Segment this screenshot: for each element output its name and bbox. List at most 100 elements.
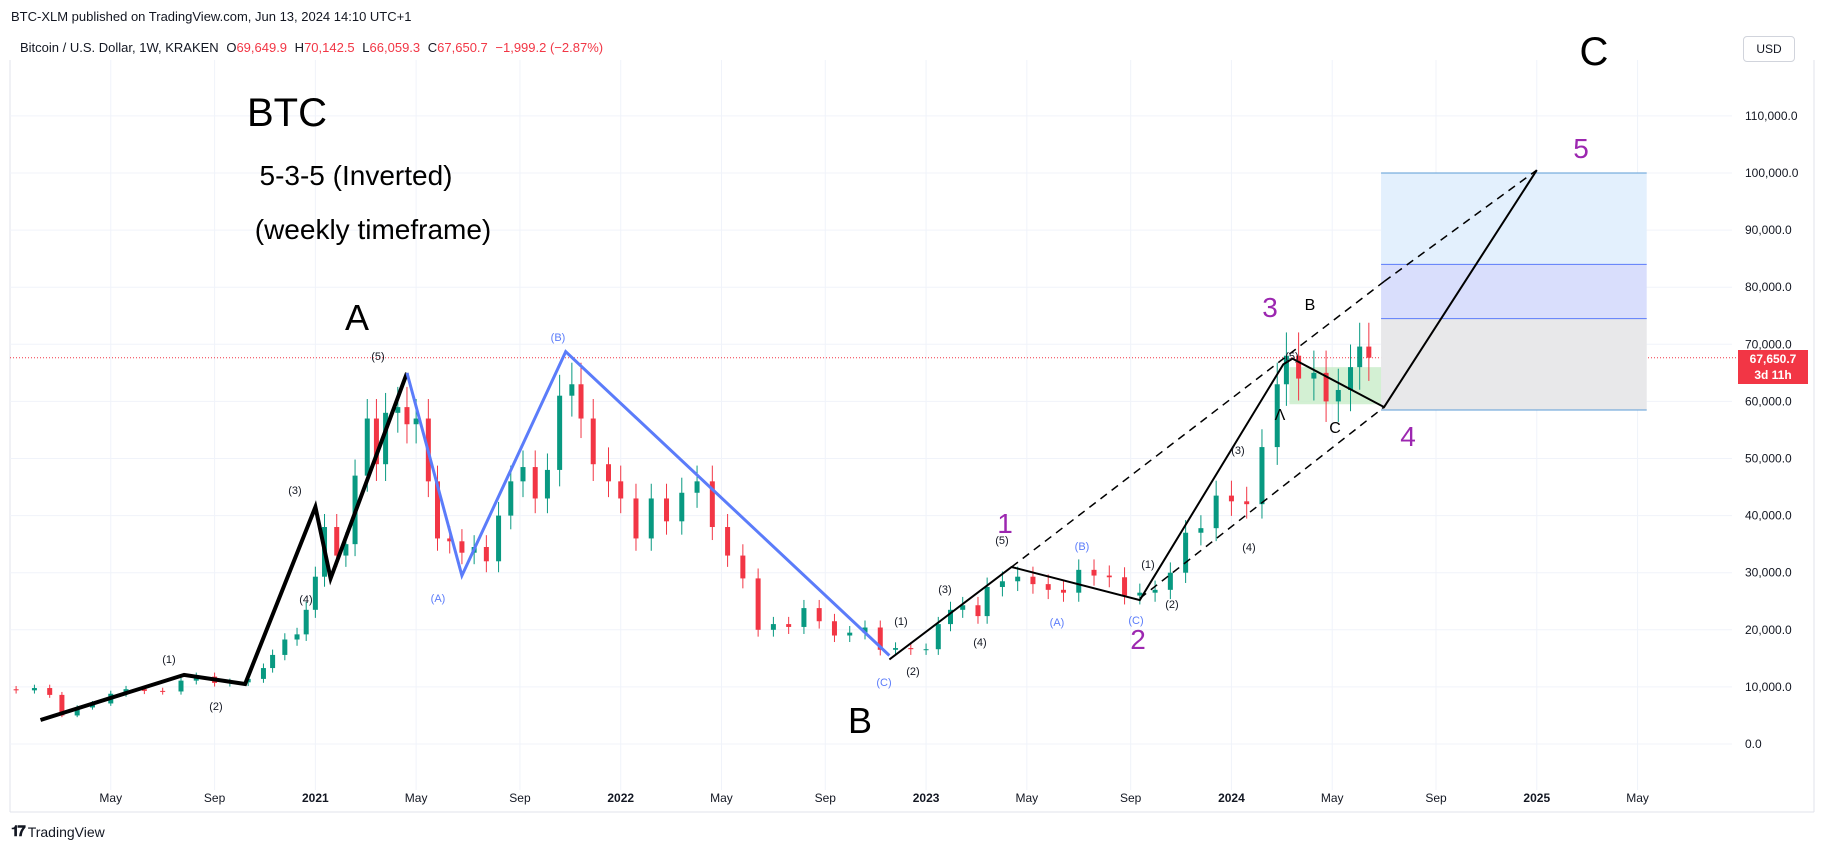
wave-c-label-a: (A) <box>1050 617 1065 629</box>
symbol-title[interactable]: Bitcoin / U.S. Dollar, 1W, KRAKEN <box>20 40 219 55</box>
candle-body <box>999 581 1005 587</box>
y-tick-label: 100,000.0 <box>1745 166 1799 180</box>
open-value: 69,649.9 <box>236 40 288 55</box>
change-value: −1,999.2 (−2.87%) <box>495 40 604 55</box>
x-tick-label: Sep <box>815 791 837 805</box>
candle-body <box>160 690 166 692</box>
wave-c-label-b: (B) <box>1075 541 1090 553</box>
candle-body <box>1198 528 1204 533</box>
candle-body <box>373 418 379 465</box>
candle-body <box>544 469 550 499</box>
label-sub-b: B <box>1305 297 1316 314</box>
x-tick-label: Sep <box>204 791 226 805</box>
count-4: 4 <box>1400 421 1416 452</box>
published-note: BTC-XLM published on TradingView.com, Ju… <box>11 9 412 24</box>
candle-body <box>847 632 853 636</box>
candle-body <box>618 481 624 499</box>
candle-body <box>1283 355 1289 385</box>
wave-c-label-5b: (5) <box>1285 351 1298 363</box>
x-tick-label: 2023 <box>913 791 940 805</box>
y-tick-label: 70,000.0 <box>1745 337 1792 351</box>
candle-body <box>404 407 410 425</box>
candle-body <box>1122 577 1128 596</box>
logo-text: TradingView <box>27 823 105 840</box>
candle-body <box>1311 372 1317 379</box>
candles <box>13 322 1372 718</box>
high-value: 70,142.5 <box>304 40 355 55</box>
candle-body <box>1259 447 1265 505</box>
candle-body <box>413 418 419 425</box>
candle-body <box>59 694 65 716</box>
candle-body <box>1296 355 1302 379</box>
candle-body <box>569 384 575 396</box>
candle-body <box>1015 576 1021 582</box>
candle-body <box>664 498 670 522</box>
candle-body <box>1183 532 1189 573</box>
wave-c-label-1: (1) <box>894 616 907 628</box>
candle-body <box>520 467 526 482</box>
candle-body <box>694 481 700 493</box>
candle-body <box>578 384 584 419</box>
candle-body <box>862 627 868 633</box>
tradingview-logo[interactable]: 𝟏𝟕 TradingView <box>11 823 105 840</box>
candle-body <box>725 527 731 556</box>
candle-body <box>1228 495 1234 502</box>
wave-c-label-4: (4) <box>973 637 986 649</box>
candle-body <box>1137 592 1143 596</box>
x-tick-label: May <box>710 791 733 805</box>
y-tick-label: 60,000.0 <box>1745 394 1792 408</box>
close-value: 67,650.7 <box>437 40 488 55</box>
price-axis[interactable]: 0.0 10,000.0 20,000.0 30,000.0 40,000.0 50,00… <box>1745 109 1799 751</box>
x-tick-label: Sep <box>1120 791 1142 805</box>
candle-body <box>679 492 685 522</box>
candle-body <box>1091 569 1097 576</box>
high-label: H <box>294 40 305 55</box>
chart-title: BTC <box>247 91 327 135</box>
wave-c-label-3b: (3) <box>1231 445 1244 457</box>
candle-body <box>435 481 440 539</box>
tv-logo-icon: 𝟏𝟕 <box>11 823 26 840</box>
candle-body <box>935 624 941 650</box>
y-tick-label: 30,000.0 <box>1745 566 1792 580</box>
label-c: C <box>1580 30 1609 74</box>
candle-body <box>755 578 761 630</box>
wave-a-label-5: (5) <box>371 351 384 363</box>
candle-body <box>334 527 340 556</box>
candle-body <box>557 395 563 470</box>
candle-body <box>74 707 80 716</box>
wave-c-label-2b: (2) <box>1165 599 1178 611</box>
last-price-value: 67,650.7 <box>1749 352 1797 366</box>
wave-c-label-3: (3) <box>938 584 951 596</box>
candle-body <box>303 609 309 635</box>
x-tick-label: May <box>99 791 122 805</box>
chart-subtitle-2: (weekly timeframe) <box>255 214 491 245</box>
x-tick-label: May <box>405 791 428 805</box>
count-3: 3 <box>1262 292 1278 323</box>
wave-c-label-1b: (1) <box>1141 559 1154 571</box>
currency-button[interactable]: USD <box>1743 36 1795 62</box>
candle-body <box>633 498 639 539</box>
candle-body <box>312 576 318 610</box>
candle-body <box>740 555 746 579</box>
x-tick-label: May <box>1016 791 1039 805</box>
candle-body <box>1244 501 1250 505</box>
candle-body <box>1045 584 1051 590</box>
zone-light-blue <box>1381 173 1647 265</box>
y-tick-label: 20,000.0 <box>1745 623 1792 637</box>
x-tick-label: May <box>1626 791 1649 805</box>
low-value: 66,059.3 <box>369 40 421 55</box>
candle-body <box>47 688 53 695</box>
y-tick-label: 80,000.0 <box>1745 280 1792 294</box>
candle-body <box>908 648 914 650</box>
y-tick-label: 90,000.0 <box>1745 223 1792 237</box>
y-tick-label: 10,000.0 <box>1745 680 1792 694</box>
wave-c-label-2: (2) <box>906 666 919 678</box>
wave-b-label-c: (C) <box>876 677 891 689</box>
candle-body <box>1060 589 1066 593</box>
candle-body <box>975 605 981 617</box>
time-axis[interactable]: May Sep 2021 May Sep 2022 May Sep 2023 May Sep 2024… <box>99 791 1648 805</box>
close-label: C <box>427 40 438 55</box>
low-label: L <box>362 40 370 55</box>
wave-labels: (1) (2) (3) (4) (5) (A) (B) (C) (1) (2) (3) (4) (5) (… <box>162 30 1608 741</box>
